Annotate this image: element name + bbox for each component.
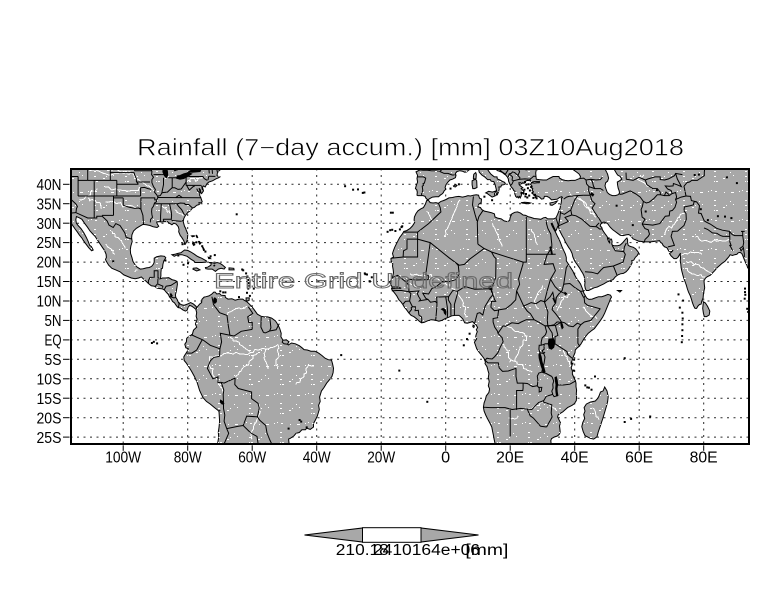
svg-text:5N: 5N [45, 313, 62, 330]
svg-text:EQ: EQ [45, 333, 62, 350]
svg-text:100W: 100W [105, 450, 141, 467]
svg-text:0: 0 [441, 450, 450, 467]
svg-text:20E: 20E [496, 450, 524, 467]
svg-text:10S: 10S [37, 371, 62, 388]
svg-text:40E: 40E [561, 450, 589, 467]
svg-text:[mm]: [mm] [465, 542, 508, 559]
svg-text:15N: 15N [37, 274, 62, 291]
svg-text:60E: 60E [625, 450, 653, 467]
svg-text:20W: 20W [367, 450, 395, 467]
svg-text:40N: 40N [37, 177, 62, 194]
svg-text:60W: 60W [238, 450, 266, 467]
svg-text:20N: 20N [37, 255, 62, 272]
svg-text:30N: 30N [37, 216, 62, 233]
svg-text:80E: 80E [690, 450, 718, 467]
svg-text:80W: 80W [174, 450, 202, 467]
svg-text:15S: 15S [37, 391, 62, 408]
svg-text:20S: 20S [37, 410, 62, 427]
svg-text:210.18: 210.18 [336, 542, 389, 559]
svg-text:Rainfall (7−day accum.) [mm] 0: Rainfall (7−day accum.) [mm] 03Z10Aug201… [137, 135, 684, 162]
svg-text:2410164e+06: 2410164e+06 [373, 542, 480, 559]
svg-text:Entire Grid Undefined: Entire Grid Undefined [214, 270, 513, 293]
svg-text:35N: 35N [37, 196, 62, 213]
svg-text:5S: 5S [45, 352, 62, 369]
svg-text:10N: 10N [37, 294, 62, 311]
svg-text:40W: 40W [303, 450, 331, 467]
svg-text:25S: 25S [37, 430, 62, 447]
svg-text:25N: 25N [37, 235, 62, 252]
